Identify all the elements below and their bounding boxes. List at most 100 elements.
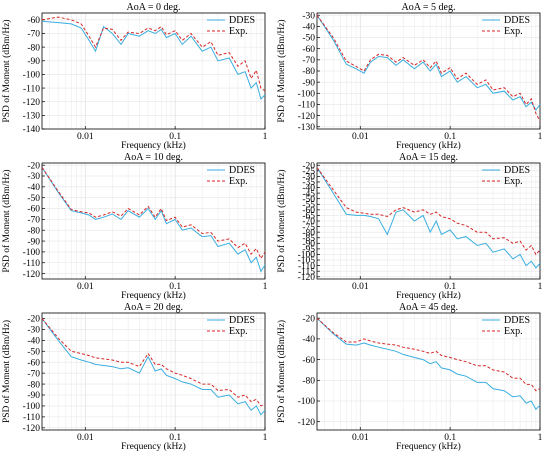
x-tick-label: 0.1 (169, 282, 181, 292)
panel-aoa-15: AoA = 15 deg. -120 -115 -110 -105 -100 -95 -90-… (275, 150, 550, 301)
y-tick-label: -95 (302, 245, 315, 255)
y-tick-label: -100 (23, 402, 41, 412)
y-axis-label: PSD of Moment (dBm/Hz) (1, 19, 12, 122)
panel-aoa-45: AoA = 45 deg. -120 -100 -80 -60 -40 -20 0.01 0.1… (275, 300, 550, 451)
y-axis-label: PSD of Moment (dBm/Hz) (276, 19, 287, 122)
x-tick-label: 1 (263, 433, 268, 443)
chart-aoa-10: AoA = 10 deg. -120-110-100-90-80-70-60-50… (1, 152, 268, 301)
y-tick-label: -120 (298, 418, 316, 428)
y-axis-label: PSD of Moment (dBm/Hz) (1, 169, 12, 272)
y-tick-label: -105 (298, 256, 316, 266)
x-tick-label: 0.1 (444, 132, 456, 142)
x-tick-label: 0.01 (77, 282, 94, 292)
y-tick-label: -110 (23, 84, 40, 94)
series-line-ddes (316, 317, 541, 411)
x-tick-label: 0.01 (77, 433, 94, 443)
y-tick-label: -70 (27, 30, 40, 40)
y-tick-label: -20 (302, 314, 315, 324)
y-tick-label: -50 (302, 195, 315, 205)
y-tick-label: -90 (302, 240, 315, 250)
legend-label: DDES (229, 165, 255, 176)
y-tick-label: -70 (302, 217, 315, 227)
x-tick-label: 1 (538, 132, 543, 142)
x-axis-label: Frequency (kHz) (121, 290, 186, 301)
series-line-ddes (41, 318, 266, 416)
series-line-ddes (316, 167, 541, 269)
panel-aoa-20: AoA = 20 deg. -120 -110 -100 -90 -80 -70 -60 -50… (0, 300, 275, 451)
y-axis-label: PSD of Moment (dBm/Hz) (276, 169, 287, 272)
y-tick-label: -100 (298, 90, 316, 100)
y-axis-label: PSD of Moment (dBm/Hz) (1, 320, 12, 423)
y-tick-label: -40 (302, 184, 315, 194)
y-tick-label: -110 (298, 262, 315, 272)
y-tick-label: -40 (302, 335, 315, 345)
grid (317, 313, 541, 430)
legend-label: DDES (504, 15, 530, 26)
y-tick-label: -80 (27, 226, 40, 236)
chart-title: AoA = 10 deg. (124, 152, 183, 163)
x-tick-label: 0.1 (169, 132, 181, 142)
y-tick-label: -20 (27, 315, 40, 325)
legend-label: DDES (504, 315, 530, 326)
plot-frame (41, 162, 266, 280)
y-tick-label: -80 (302, 67, 315, 77)
y-tick-label: -30 (27, 326, 40, 336)
y-tick-label: -90 (27, 391, 40, 401)
chart-title: AoA = 20 deg. (124, 302, 183, 313)
x-tick-label: 0.1 (444, 433, 456, 443)
y-tick-label: -100 (23, 248, 41, 258)
y-tick-label: -120 (298, 273, 316, 283)
y-tick-label: -60 (27, 16, 40, 26)
grid (42, 313, 266, 430)
x-axis-label: Frequency (kHz) (121, 140, 186, 151)
series-line-exp (316, 317, 541, 392)
series-line-exp (316, 14, 541, 122)
chart-title: AoA = 0 deg. (127, 2, 181, 13)
y-tick-label: -120 (23, 270, 41, 280)
legend-label: Exp. (229, 26, 248, 37)
x-axis-label: Frequency (kHz) (396, 441, 461, 451)
y-tick-label: -120 (298, 112, 316, 122)
chart-aoa-15: AoA = 15 deg.-120-115-110-105-100-95-90-… (276, 152, 543, 301)
plot-frame (41, 12, 266, 130)
y-tick-label: -70 (27, 369, 40, 379)
y-tick-label: -70 (302, 56, 315, 66)
y-tick-label: -60 (302, 45, 315, 55)
panel-aoa-10: AoA = 10 deg. -120 -110 -100 -90 -80 -70 -60 -50… (0, 150, 275, 301)
y-tick-label: -50 (27, 347, 40, 357)
plot-frame (41, 312, 266, 431)
legend-label: Exp. (504, 326, 523, 337)
x-tick-label: 0.1 (169, 433, 181, 443)
series-line-ddes (41, 167, 266, 273)
y-tick-label: -75 (302, 223, 315, 233)
y-tick-label: -130 (23, 112, 41, 122)
y-tick-label: -110 (23, 259, 40, 269)
x-axis-label: Frequency (kHz) (121, 441, 186, 451)
x-axis-label: Frequency (kHz) (396, 140, 461, 151)
y-tick-label: -80 (302, 228, 315, 238)
y-tick-label: -60 (27, 358, 40, 368)
y-tick-label: -40 (27, 183, 40, 193)
series-line-exp (316, 167, 541, 256)
series-line-ddes (316, 14, 541, 111)
y-tick-label: -100 (298, 397, 316, 407)
y-tick-label: -120 (23, 424, 41, 434)
y-tick-label: -50 (27, 194, 40, 204)
x-tick-label: 1 (538, 433, 543, 443)
y-tick-label: -50 (302, 34, 315, 44)
y-tick-label: -30 (27, 172, 40, 182)
y-tick-label: -110 (23, 413, 40, 423)
legend-label: Exp. (229, 176, 248, 187)
x-tick-label: 1 (263, 282, 268, 292)
y-tick-label: -70 (27, 216, 40, 226)
y-tick-label: -30 (302, 173, 315, 183)
y-tick-label: -140 (23, 125, 41, 135)
y-axis-label: PSD of Moment (dBm/Hz) (276, 320, 287, 423)
y-tick-label: -25 (302, 167, 315, 177)
series-line-exp (41, 16, 266, 92)
y-tick-label: -120 (23, 98, 41, 108)
